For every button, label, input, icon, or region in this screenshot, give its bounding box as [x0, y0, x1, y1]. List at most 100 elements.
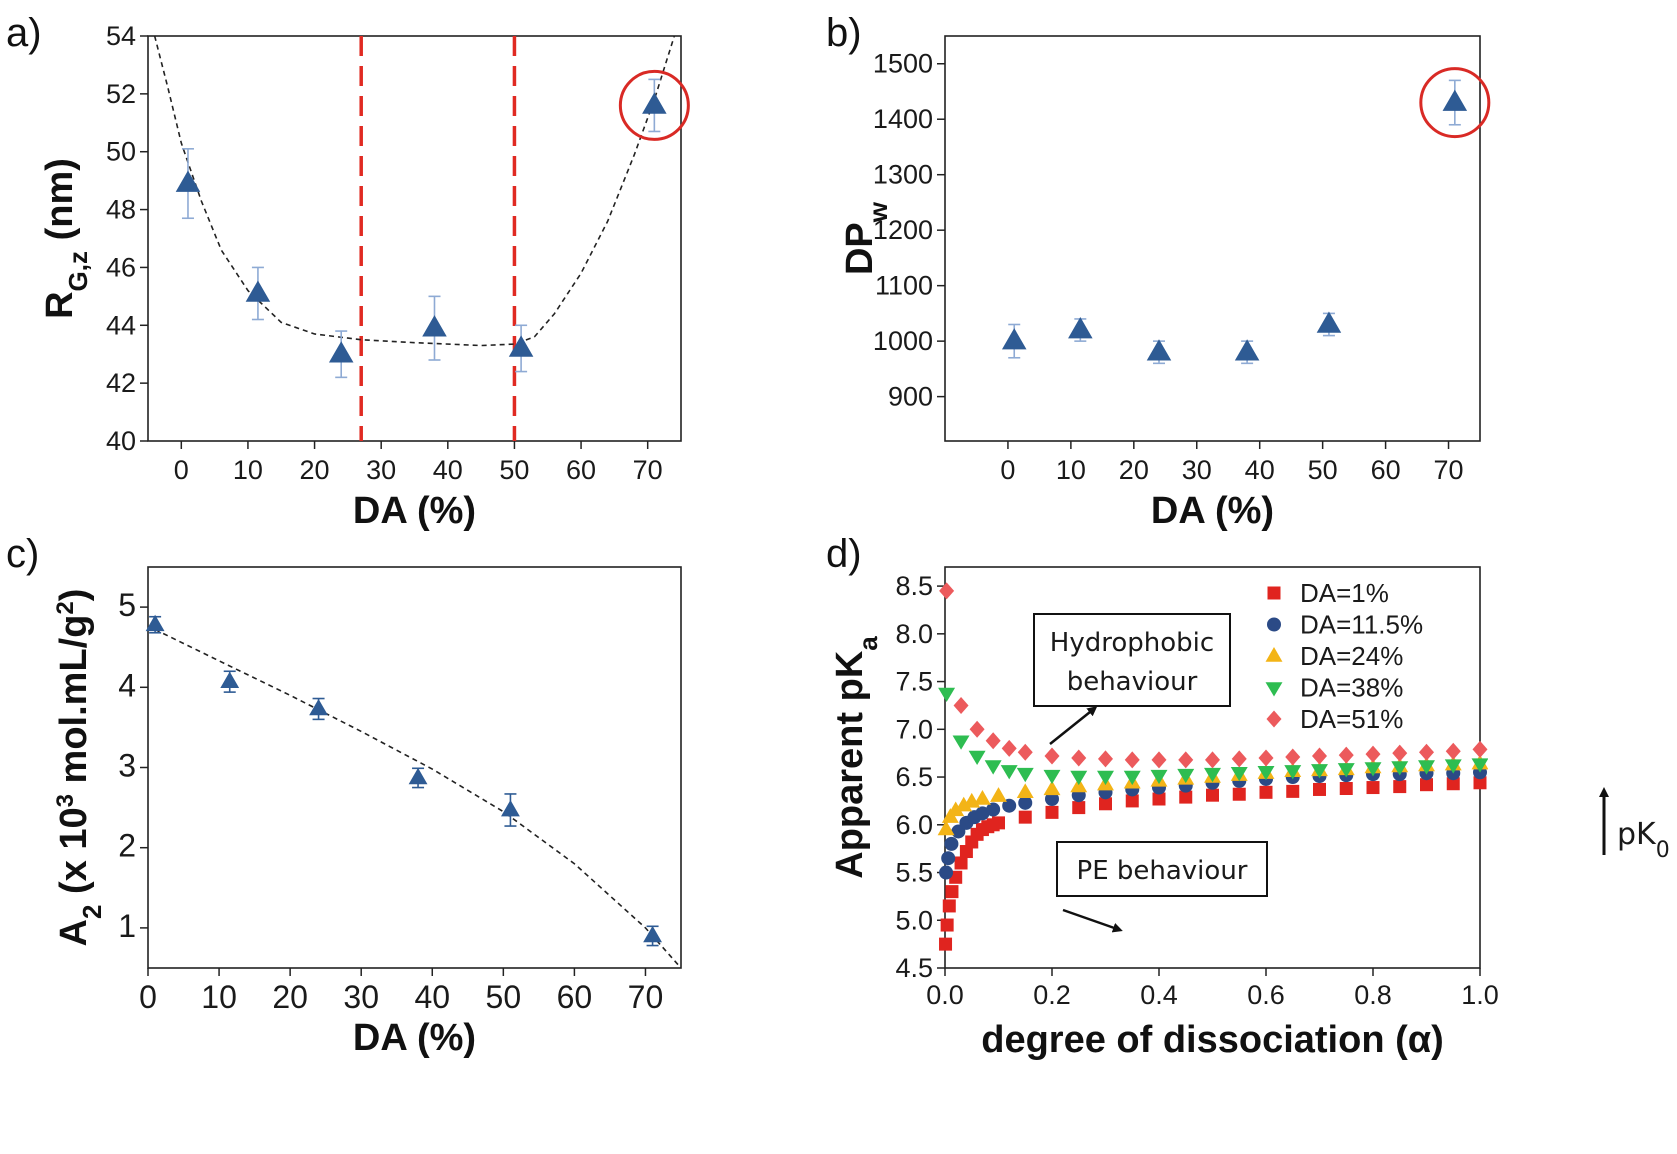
data-point — [1258, 749, 1274, 767]
arrow-hydrophobic — [1049, 706, 1098, 745]
y-axis-label-part: A — [53, 919, 95, 946]
x-tick-label: 70 — [628, 979, 664, 1015]
data-point — [1473, 776, 1487, 790]
annotation-hydrophobic: Hydrophobic — [1050, 628, 1214, 658]
x-tick-label: 10 — [233, 455, 263, 485]
y-axis-label-part: Apparent pK — [829, 650, 871, 879]
x-tick-label: 60 — [1371, 455, 1401, 485]
y-axis-label-part: mol.mL/g — [53, 615, 95, 794]
y-axis-label-part: (x 10 — [53, 807, 95, 904]
data-point — [245, 280, 271, 302]
panel-b: 0 10 20 30 40 50 60 70 900 1000 1100 1200 1300 1400 15… — [826, 11, 1491, 532]
y-tick-label: 1100 — [875, 271, 933, 301]
data-point — [1444, 759, 1462, 774]
y-tick-label: 4 — [118, 667, 136, 703]
data-point — [1045, 805, 1059, 819]
data-point — [941, 851, 956, 866]
panel-label: c) — [6, 532, 39, 576]
data-point — [1070, 770, 1088, 786]
data-point — [1366, 781, 1380, 795]
data-point — [1445, 742, 1461, 760]
y-tick-label: 5.5 — [895, 858, 933, 888]
data-point — [1311, 764, 1328, 779]
y-tick-label: 1200 — [873, 215, 933, 245]
legend-label: DA=1% — [1300, 578, 1389, 608]
data-point — [1016, 767, 1034, 783]
data-point — [1365, 745, 1381, 763]
data-point — [990, 787, 1007, 802]
data-point — [992, 816, 1005, 830]
y-tick-label: 42 — [106, 368, 136, 398]
x-tick-label: 70 — [633, 455, 663, 485]
legend-label: DA=24% — [1300, 641, 1403, 671]
x-tick-label: 50 — [1308, 455, 1338, 485]
data-point — [422, 315, 447, 337]
legend-label: DA=11.5% — [1300, 610, 1423, 640]
panel-d: 0.0 0.2 0.4 0.6 0.8 1.0 4.5 5.0 5.5 6.0 6.5 7.0 7.5 8… — [826, 532, 1670, 1061]
x-tick-label: 60 — [557, 979, 593, 1015]
data-point — [985, 732, 1001, 750]
y-axis-label-part: w — [863, 201, 893, 223]
data-point — [1043, 780, 1061, 796]
legend-marker — [1265, 682, 1283, 697]
y-axis-label: A2 (x 103 mol.mL/g2) — [52, 589, 108, 947]
data-point — [1068, 317, 1093, 339]
x-axis-label: degree of dissociation (α) — [981, 1019, 1444, 1061]
y-axis-label-part: G,z — [63, 251, 93, 291]
x-tick-label: 0 — [139, 979, 157, 1015]
x-axis-label: DA (%) — [353, 1017, 476, 1059]
x-tick-label: 0 — [1000, 455, 1015, 485]
data-point — [408, 767, 428, 785]
data-point — [145, 614, 165, 632]
data-point — [1177, 768, 1195, 784]
data-point — [1442, 89, 1468, 111]
annotation-hydrophobic: behaviour — [1067, 667, 1198, 697]
data-point — [954, 856, 968, 870]
annotation-pk0: pK0 — [1617, 817, 1670, 863]
data-point — [1070, 777, 1088, 793]
data-point — [1044, 747, 1060, 765]
x-tick-label: 60 — [566, 455, 596, 485]
x-tick-label: 50 — [499, 455, 529, 485]
annotation-box-hydrophobic — [1033, 613, 1231, 707]
y-tick-label: 6.5 — [895, 762, 933, 792]
data-point — [973, 790, 991, 805]
y-axis-label-part: DP — [839, 222, 881, 275]
x-tick-label: 20 — [1119, 455, 1149, 485]
data-point — [1420, 778, 1433, 792]
plot-frame — [944, 35, 1481, 442]
x-axis-label: DA (%) — [1151, 490, 1274, 532]
x-tick-label: 40 — [433, 455, 463, 485]
plot-frame — [147, 566, 682, 969]
legend-marker — [1265, 646, 1283, 662]
x-axis-label: DA (%) — [353, 490, 476, 532]
data-point — [1000, 765, 1018, 780]
y-tick-label: 5.0 — [895, 905, 933, 935]
data-point — [1072, 801, 1086, 815]
data-point — [1018, 810, 1032, 824]
data-point — [939, 582, 955, 600]
data-point — [1204, 767, 1221, 783]
data-point — [1178, 751, 1194, 769]
data-point — [1016, 783, 1034, 799]
data-point — [1071, 749, 1087, 767]
data-point — [1316, 311, 1342, 333]
annotation-pk0-sub: 0 — [1656, 838, 1670, 863]
y-tick-label: 8.5 — [895, 571, 933, 601]
data-point — [1234, 339, 1260, 361]
y-tick-label: 900 — [888, 382, 933, 412]
annotation-box-pe — [1056, 841, 1268, 897]
y-tick-label: 2 — [118, 828, 136, 864]
data-point — [1002, 798, 1017, 813]
y-tick-label: 6.0 — [895, 810, 933, 840]
data-point — [945, 885, 959, 899]
data-point — [939, 865, 954, 880]
data-point — [1123, 770, 1141, 786]
y-tick-label: 1500 — [873, 49, 933, 79]
x-tick-label: 0.4 — [1140, 980, 1178, 1010]
y-tick-label: 52 — [106, 79, 136, 109]
panel-label: b) — [826, 11, 862, 55]
data-point — [1419, 743, 1434, 761]
data-point — [1472, 740, 1488, 758]
data-point — [1206, 788, 1219, 802]
